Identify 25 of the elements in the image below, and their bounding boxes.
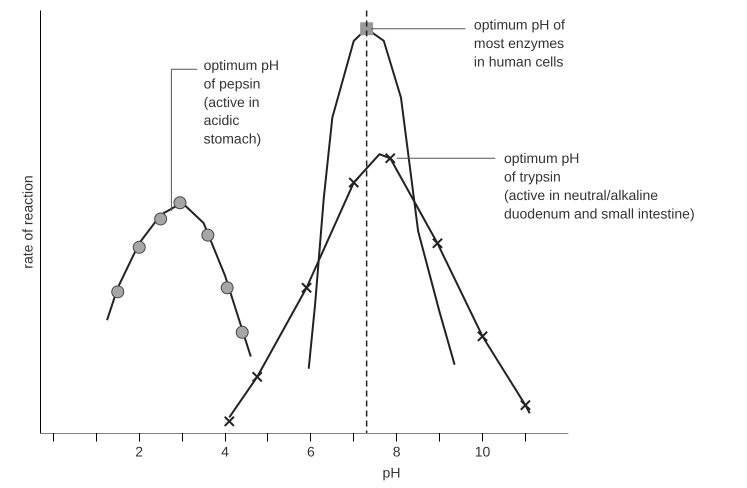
- point: [252, 371, 263, 382]
- point: [173, 196, 186, 210]
- point: [476, 330, 488, 342]
- y-axis-title: rate of reaction: [20, 175, 36, 269]
- x-tick-label: 2: [135, 444, 144, 460]
- point: [220, 281, 234, 294]
- point: [224, 416, 235, 427]
- x-tick-label: 6: [306, 444, 315, 460]
- annotation: optimum pH of pepsin (active in acidic stomach): [204, 57, 280, 147]
- point: [154, 212, 168, 226]
- x-axis-title: pH: [382, 464, 400, 480]
- point: [201, 228, 214, 242]
- point: [236, 326, 249, 339]
- x-tick-label: 10: [474, 444, 490, 460]
- annotation: optimum pH of most enzymes in human cells: [474, 16, 566, 70]
- x-tick-label: 4: [221, 444, 230, 460]
- point: [111, 285, 124, 298]
- point: [360, 22, 374, 36]
- point: [348, 176, 360, 188]
- x-tick-label: 8: [392, 444, 401, 460]
- point: [132, 240, 146, 254]
- annotation: optimum pH of trypsin (active in neutral/alkaline duodenum and small intestine): [504, 150, 695, 222]
- point: [384, 152, 396, 164]
- point: [432, 238, 444, 249]
- point: [300, 282, 312, 294]
